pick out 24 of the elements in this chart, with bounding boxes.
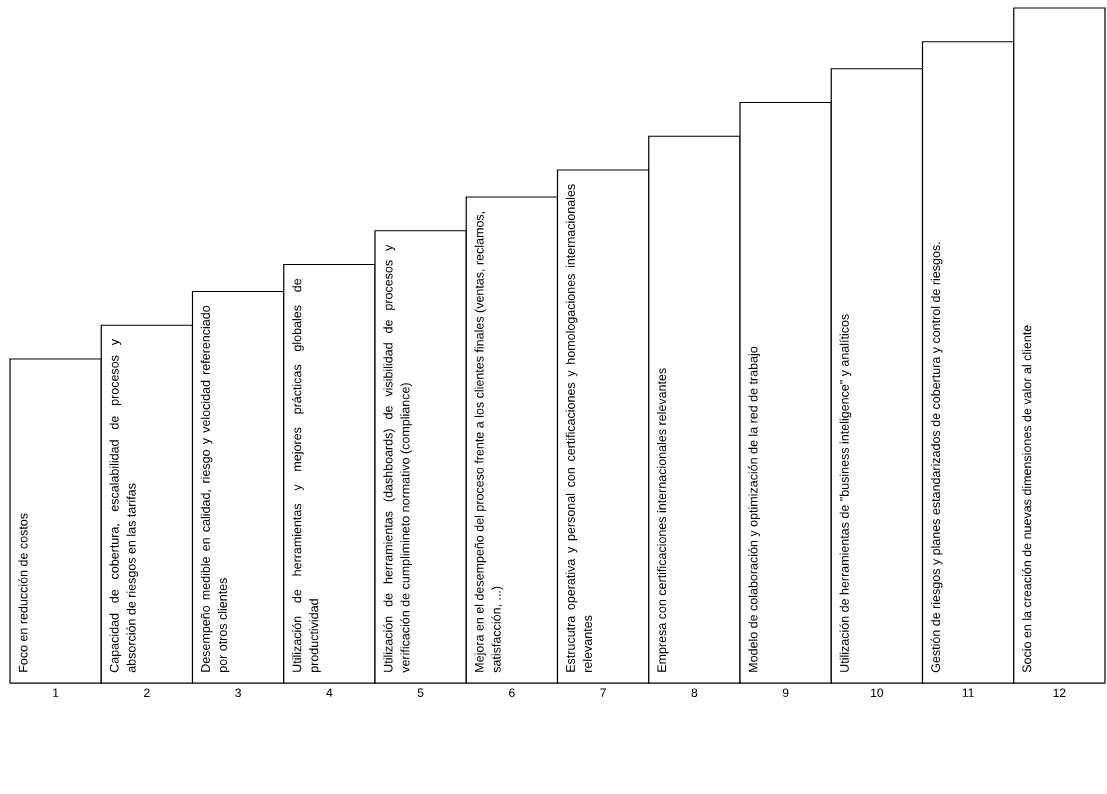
- annotation: Mejora en el desempeño del proceso frente a los clientes finales (ventas, reclamos, satisfacción, ...): [474, 211, 504, 673]
- x-tick-label: 4: [326, 688, 333, 697]
- annotation: Foco en reducción de costos: [18, 513, 28, 672]
- annotation: Estrucutra operativa y personal con certificaciones y homologaciones internacionales relevantes: [565, 184, 592, 672]
- x-tick-label: 3: [235, 688, 241, 698]
- annotation: Desempeño medible en calidad, riesgo y velocidad referenciado por otros clientes: [200, 305, 230, 672]
- annotation: Gestión de riesgos y planes estandarizados de cobertura y control de riesgos.: [930, 242, 943, 673]
- annotation: Utilización de herramientas y mejores prácticas globales de productividad: [291, 278, 321, 672]
- x-tick-label: 7: [600, 688, 606, 697]
- annotation: Empresa con certificaciones internacionales relevantes: [656, 368, 669, 672]
- x-tick-label: 2: [144, 688, 150, 697]
- x-tick-label: 8: [691, 688, 698, 698]
- x-tick-label: 9: [782, 688, 789, 698]
- x-tick-label: 12: [1053, 688, 1066, 697]
- x-tick-label: 1: [53, 688, 59, 697]
- annotation: Modelo de colaboración y optimización de la red de trabajo: [748, 346, 761, 672]
- annotation: Capacidad de cobertura, escalabilidad de procesos y absorción de riesgos en las tarifas: [109, 339, 139, 673]
- annotation: Utilización de herramientas de "business inteligence" y analíticos: [839, 314, 852, 672]
- x-tick-label: 6: [509, 688, 515, 698]
- annotation: Utilización de herramientas (dashboards) de visibilidad de procesos y verificación de cumplimineto normativo (compliance): [383, 244, 413, 673]
- x-tick-label: 5: [417, 688, 424, 697]
- annotation: Socio en la creación de nuevas dimensiones de valor al cliente: [1021, 325, 1032, 673]
- x-tick-label: 10: [871, 688, 884, 698]
- x-tick-label: 11: [962, 688, 974, 697]
